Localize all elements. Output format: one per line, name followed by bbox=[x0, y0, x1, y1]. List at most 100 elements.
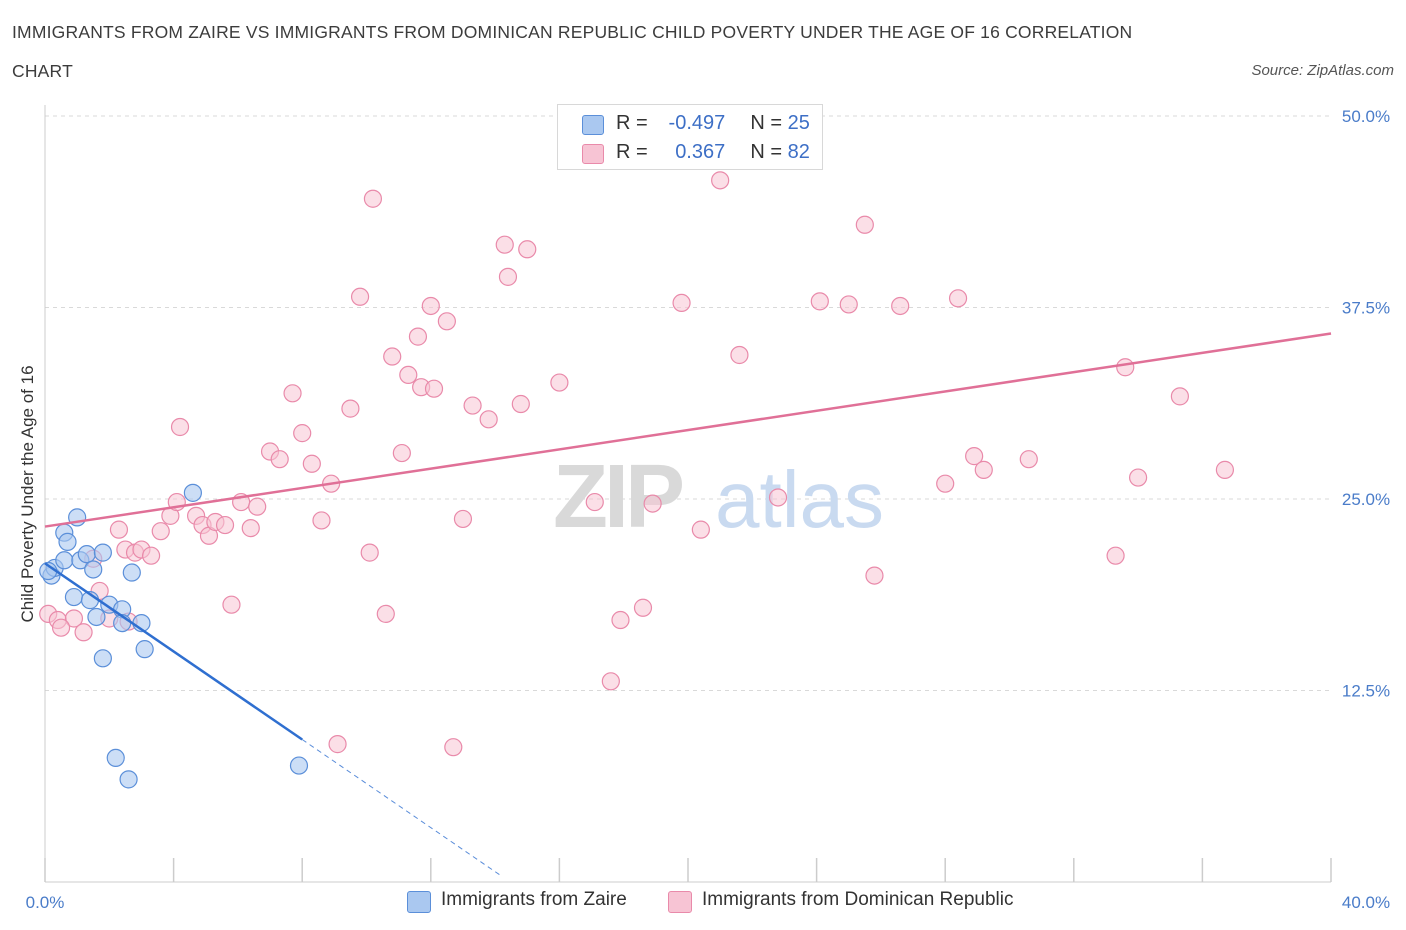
dominican-point bbox=[479, 410, 498, 429]
dominican-point bbox=[383, 347, 402, 366]
dominican-point bbox=[424, 379, 444, 398]
dominican-point bbox=[518, 240, 537, 259]
series-label-zaire: Immigrants from Zaire bbox=[441, 889, 627, 910]
dominican-point bbox=[768, 488, 788, 507]
dominican-point bbox=[248, 497, 267, 516]
series-label-dominican: Immigrants from Dominican Republic bbox=[702, 889, 1014, 910]
dominican-point bbox=[463, 396, 482, 415]
zaire-point bbox=[93, 649, 112, 668]
chart-title-line-2: CHART bbox=[12, 61, 73, 81]
x-tick-min: 0.0% bbox=[26, 893, 65, 912]
zaire-point bbox=[77, 545, 96, 564]
legend-n-value-zaire: 25 bbox=[787, 112, 810, 134]
dominican-point bbox=[1215, 460, 1235, 479]
legend-swatch-dominican bbox=[582, 144, 604, 164]
zaire-point bbox=[119, 770, 138, 789]
dominican-point bbox=[241, 519, 260, 538]
dominican-point bbox=[974, 460, 993, 479]
dominican-point bbox=[350, 287, 370, 306]
series-swatch-dominican bbox=[668, 891, 692, 913]
dominican-point bbox=[170, 417, 190, 437]
dominican-point bbox=[141, 546, 161, 565]
watermark-atlas: atlas bbox=[715, 455, 884, 544]
dominican-point bbox=[855, 215, 874, 234]
chart-title-line-1: IMMIGRANTS FROM ZAIRE VS IMMIGRANTS FROM… bbox=[12, 22, 1133, 42]
dominican-point bbox=[965, 447, 984, 466]
dominican-point bbox=[1019, 450, 1038, 469]
dominican-point bbox=[1128, 468, 1148, 487]
dominican-point bbox=[302, 454, 321, 473]
dominican-point bbox=[392, 443, 411, 463]
zaire-point bbox=[84, 560, 103, 579]
dominican-point bbox=[222, 595, 241, 614]
zaire-point bbox=[135, 640, 154, 659]
dominican-points bbox=[39, 171, 1235, 757]
y-tick-label: 37.5% bbox=[1342, 299, 1390, 318]
dominican-point bbox=[495, 235, 514, 254]
dominican-point bbox=[363, 189, 383, 208]
dominican-point bbox=[810, 292, 829, 311]
zaire-trend-line bbox=[44, 562, 303, 741]
dominican-point bbox=[948, 289, 968, 308]
dominican-point bbox=[408, 327, 428, 346]
dominican-point bbox=[1106, 546, 1125, 565]
dominican-point bbox=[711, 171, 730, 190]
dominican-point bbox=[511, 394, 530, 414]
dominican-point bbox=[1170, 387, 1189, 406]
y-axis-label: Child Poverty Under the Age of 16 bbox=[18, 365, 37, 622]
dominican-point bbox=[601, 672, 620, 691]
y-tick-label: 50.0% bbox=[1342, 107, 1390, 126]
dominican-point bbox=[633, 598, 653, 617]
dominican-point bbox=[437, 312, 456, 331]
dominican-point bbox=[215, 515, 235, 535]
dominican-point bbox=[839, 295, 858, 314]
y-tick-labels: 12.5% 25.0% 37.5% 50.0% bbox=[1342, 107, 1390, 701]
zaire-point bbox=[106, 748, 125, 768]
x-tick-max: 40.0% bbox=[1342, 893, 1390, 912]
zaire-point bbox=[93, 543, 112, 562]
dominican-point bbox=[453, 509, 473, 529]
dominican-point bbox=[891, 296, 910, 316]
dominican-point bbox=[341, 399, 360, 418]
dominican-point bbox=[444, 738, 463, 757]
legend-n-label: N = bbox=[750, 112, 783, 134]
dominican-trend-line bbox=[44, 332, 1332, 528]
dominican-point bbox=[865, 566, 884, 585]
dominican-point bbox=[151, 522, 170, 541]
axes bbox=[44, 105, 1332, 883]
dominican-point bbox=[585, 492, 604, 512]
dominican-point bbox=[74, 623, 93, 642]
legend-swatch-zaire bbox=[582, 115, 604, 135]
y-tick-label: 12.5% bbox=[1342, 682, 1390, 701]
dominican-point bbox=[51, 618, 71, 637]
zaire-point bbox=[87, 607, 106, 627]
dominican-point bbox=[399, 365, 418, 385]
trend-lines bbox=[44, 332, 1332, 877]
dominican-point bbox=[421, 296, 440, 316]
zaire-point bbox=[58, 532, 77, 551]
zaire-trend-extension bbox=[301, 739, 502, 877]
legend-n-value-dominican: 82 bbox=[787, 141, 810, 163]
dominican-point bbox=[64, 609, 84, 628]
source-label: Source: ZipAtlas.com bbox=[1251, 62, 1394, 79]
dominican-point bbox=[691, 520, 710, 539]
zaire-point bbox=[64, 587, 84, 607]
watermark: ZIP atlas bbox=[553, 447, 884, 547]
dominican-point bbox=[1116, 358, 1135, 377]
zaire-point bbox=[183, 483, 202, 502]
zaire-point bbox=[55, 551, 74, 570]
zaire-point bbox=[289, 756, 309, 775]
dominican-point bbox=[360, 543, 379, 562]
dominican-point bbox=[611, 610, 630, 630]
dominican-point bbox=[283, 384, 302, 403]
dominican-point bbox=[936, 474, 955, 493]
legend-r-label: R = bbox=[616, 112, 648, 134]
dominican-point bbox=[643, 494, 662, 513]
series-swatch-zaire bbox=[407, 891, 431, 913]
dominican-point bbox=[498, 267, 518, 286]
dominican-point bbox=[312, 511, 331, 530]
dominican-point bbox=[672, 293, 691, 313]
correlation-legend: R = -0.497 N = 25 R = 0.367 N = 82 bbox=[557, 104, 823, 170]
dominican-point bbox=[376, 604, 395, 624]
